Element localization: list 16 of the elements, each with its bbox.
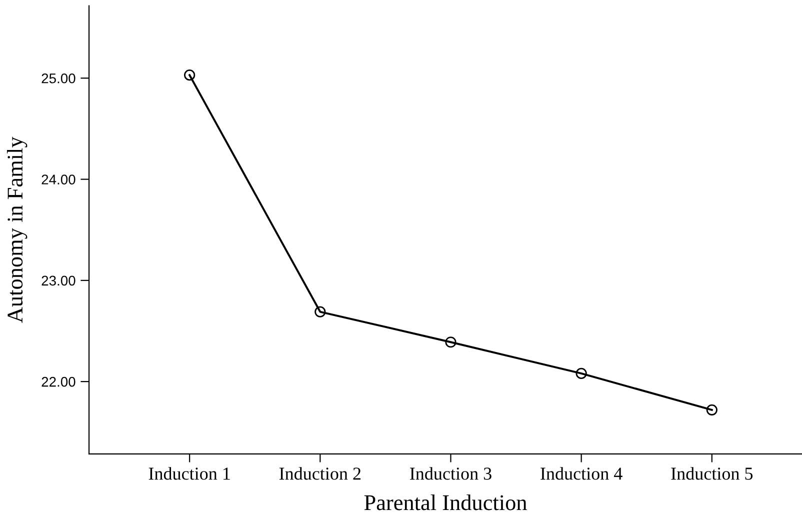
y-tick-label: 22.00 [42, 376, 76, 387]
point [576, 368, 587, 380]
point [314, 306, 326, 318]
point [706, 404, 718, 416]
y-tick-label: 23.00 [42, 276, 76, 286]
y-tick-label: 25.00 [42, 73, 76, 84]
x-axis-title: Parental Induction [364, 494, 527, 510]
y-tick-label: 24.00 [42, 174, 76, 184]
x-tick-label: Induction 5 [671, 467, 753, 480]
x-tick-label: Induction 2 [279, 467, 361, 480]
x-tick-label: Induction 3 [410, 467, 492, 480]
y-axis-title: Autonomy in Family [6, 136, 28, 323]
x-tick-label: Induction 1 [148, 467, 230, 480]
x-tick-label: Induction 4 [540, 467, 622, 480]
point [445, 336, 456, 348]
point [184, 70, 196, 81]
